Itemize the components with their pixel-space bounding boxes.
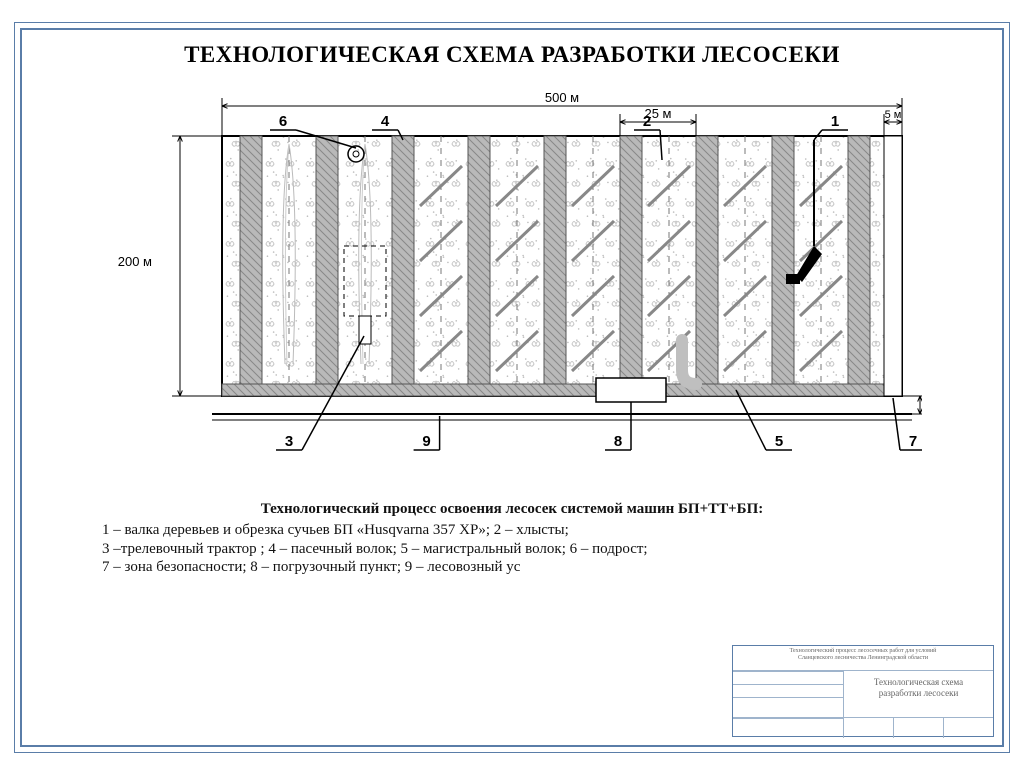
titleblock-line: Сланцевского лесничества Ленинградской о… — [798, 655, 928, 661]
titleblock-main: Технологическая схема — [874, 677, 963, 687]
svg-text:2: 2 — [643, 113, 651, 130]
svg-text:3: 3 — [285, 433, 293, 450]
svg-text:7: 7 — [909, 433, 917, 450]
svg-text:1: 1 — [831, 113, 839, 130]
svg-text:500 м: 500 м — [545, 90, 579, 105]
page-title: ТЕХНОЛОГИЧЕСКАЯ СХЕМА РАЗРАБОТКИ ЛЕСОСЕК… — [30, 42, 994, 68]
legend-line: 1 – валка деревьев и обрезка сучьев БП «… — [102, 521, 922, 540]
title-block: Технологический процесс лесосечных работ… — [732, 645, 994, 737]
svg-text:5 м: 5 м — [885, 109, 902, 121]
titleblock-line: Технологический процесс лесосечных работ… — [790, 648, 937, 654]
svg-text:4: 4 — [381, 113, 390, 130]
titleblock-main: разработки лесосеки — [879, 688, 959, 698]
content-area: ТЕХНОЛОГИЧЕСКАЯ СХЕМА РАЗРАБОТКИ ЛЕСОСЕК… — [30, 38, 994, 737]
legend-line: 3 –трелевочный трактор ; 4 – пасечный во… — [102, 540, 922, 559]
legend: Технологический процесс освоения лесосек… — [102, 500, 922, 577]
svg-text:6: 6 — [279, 113, 287, 130]
drawing-sheet: ТЕХНОЛОГИЧЕСКАЯ СХЕМА РАЗРАБОТКИ ЛЕСОСЕК… — [0, 0, 1024, 767]
svg-text:5: 5 — [775, 433, 783, 450]
svg-text:9: 9 — [422, 433, 430, 450]
legend-subhead: Технологический процесс освоения лесосек… — [102, 500, 922, 519]
diagram: 500 м25 м5 м200 м50642139857 — [102, 76, 922, 496]
svg-text:8: 8 — [614, 433, 622, 450]
legend-line: 7 – зона безопасности; 8 – погрузочный п… — [102, 558, 922, 577]
svg-text:200 м: 200 м — [118, 254, 152, 269]
